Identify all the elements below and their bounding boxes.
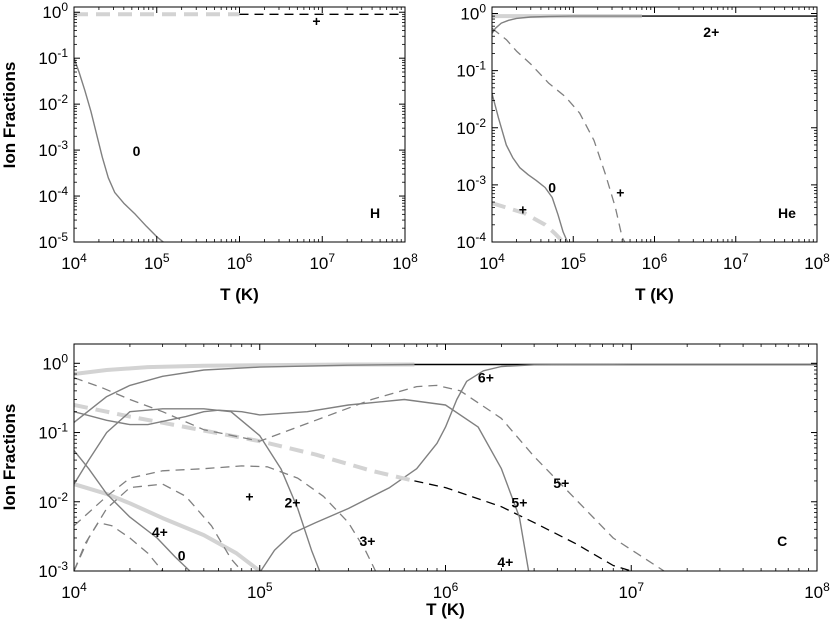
curve-label: 0: [133, 143, 141, 159]
curve-label: 2+: [703, 24, 719, 40]
series-line-6+: [74, 363, 415, 423]
series-line-6+: [74, 362, 415, 376]
curve-label: 5+: [511, 495, 527, 511]
x-axis-label: T (K): [426, 600, 465, 619]
curve-label: C: [777, 533, 787, 549]
series-line-+: [492, 201, 565, 242]
y-axis-label: Ion Fractions: [0, 62, 19, 169]
y-tick-label: 10-1: [38, 46, 68, 68]
curve-label: +: [519, 202, 527, 218]
curve-label: +: [312, 13, 320, 29]
series-line-6+: [259, 363, 817, 571]
y-tick-label: 10-2: [38, 92, 68, 114]
panel-he: 104 105 106 107 108 10-4 10-3 10-2 10-1 100 T (K) 2…: [456, 2, 830, 304]
curve-label: 2+: [284, 495, 300, 511]
series-group: [492, 14, 817, 242]
curve-label: 4+: [152, 524, 168, 540]
x-tick-label: 107: [618, 580, 644, 602]
series-line-0: [74, 57, 164, 242]
y-tick-label: 100: [460, 2, 486, 24]
curve-label: 4+: [497, 554, 513, 570]
x-axis-label: T (K): [635, 285, 674, 304]
y-tick-label: 10-3: [38, 138, 68, 160]
y-tick-label: 10-4: [456, 230, 486, 252]
y-tick-label: 10-5: [38, 230, 68, 252]
series-line-+: [74, 521, 164, 571]
x-tick-label: 105: [560, 251, 586, 273]
y-tick-label: 100: [42, 351, 68, 373]
x-tick-label: 104: [61, 251, 87, 273]
x-tick-label: 108: [804, 580, 830, 602]
plot-frame: [73, 6, 406, 243]
y-axis-label: Ion Fractions: [0, 404, 19, 511]
x-tick-label: 106: [433, 580, 459, 602]
curve-label: 5+: [553, 475, 569, 491]
x-tick-label: 105: [247, 580, 273, 602]
x-tick-label: 108: [392, 251, 418, 273]
series-line-5+: [74, 377, 665, 571]
panel-c: 104 105 106 107 108 10-3 10-2 10-1 100 T (K) Ion F…: [0, 343, 830, 619]
series-line-+: [492, 15, 642, 34]
x-tick-label: 108: [804, 251, 830, 273]
y-tick-label: 10-3: [456, 173, 486, 195]
series-line-2+: [74, 408, 321, 571]
plot-frame: [73, 343, 818, 572]
x-tick-label: 105: [144, 251, 170, 273]
x-axis-label: T (K): [220, 285, 259, 304]
x-tick-label: 107: [723, 251, 749, 273]
y-tick-label: 10-1: [456, 59, 486, 81]
x-tick-label: 104: [479, 251, 505, 273]
series-group: [74, 12, 405, 242]
curve-label: 0: [178, 548, 186, 564]
series-line-3+: [74, 465, 377, 571]
plot-frame: [491, 6, 818, 243]
series-group: [74, 362, 817, 571]
y-tick-label: 10-4: [38, 184, 68, 206]
curve-label: 6+: [478, 369, 494, 385]
x-tick-label: 107: [309, 251, 335, 273]
y-tick-label: 10-2: [38, 490, 68, 512]
curve-label: +: [245, 488, 253, 504]
series-line-4+: [74, 398, 530, 571]
y-tick-label: 10-2: [456, 116, 486, 138]
curve-label: 3+: [359, 533, 375, 549]
series-line-0: [74, 450, 191, 571]
series-line-+: [492, 27, 626, 242]
y-tick-label: 100: [42, 0, 68, 22]
curve-label: +: [616, 184, 624, 200]
y-tick-label: 10-1: [38, 421, 68, 443]
x-tick-label: 104: [61, 580, 87, 602]
x-tick-label: 106: [227, 251, 253, 273]
panel-label: H: [370, 205, 380, 221]
series-line-5+: [414, 480, 632, 571]
panel-h: 104 105 106 107 108 10-5 10-4 10-3 10-2 10-1 100 T …: [0, 0, 418, 304]
x-tick-label: 106: [642, 251, 668, 273]
series-line-0: [492, 93, 569, 242]
curve-label: 0: [548, 180, 556, 196]
series-line-5+: [74, 403, 415, 483]
panel-label: He: [778, 205, 796, 221]
y-tick-label: 10-3: [38, 559, 68, 581]
